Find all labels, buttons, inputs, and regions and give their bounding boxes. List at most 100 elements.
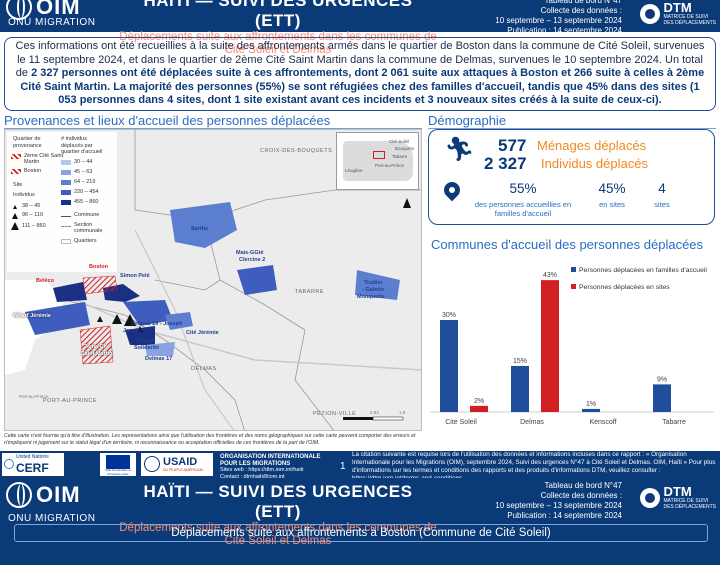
host-area-delmas19 [123, 300, 173, 326]
dtm-sub2-page2: DES DÉPLACEMENTS [663, 504, 716, 510]
site-triangle [124, 314, 136, 326]
commune-border [134, 130, 421, 221]
legend-origin-1: 2ème Cité Saint [24, 153, 64, 159]
legend-commune: Commune [74, 212, 100, 218]
un-emblem-icon [4, 459, 14, 469]
page2-section-bar: Déplacements suite aux affrontements à B… [14, 524, 708, 542]
chart-data-label: 43% [543, 272, 557, 279]
households-label: Ménages déplacés [537, 138, 647, 153]
legend-site-title: Site [13, 182, 23, 188]
legend-label: Personnes déplacées en familles d'accuei… [579, 267, 707, 274]
report-title-block-page2: HAÏTI — SUIVI DES URGENCES (ETT) Déplace… [118, 482, 438, 548]
individuals-label: Individus déplacés [541, 156, 648, 171]
label-croix-des-bouquets: CROIX-DES-BOUQUETS [260, 148, 333, 154]
host-area-delmas17 [145, 342, 175, 356]
host-commune-chart: 30% 2% Cite Soleil 15% 43% Delmas 1% Kenscoff 9%… [426, 252, 718, 436]
eu-flag-icon [106, 455, 130, 469]
commune-border [204, 219, 334, 430]
chart-category-label: Tabarre [662, 419, 686, 426]
displacement-map[interactable]: Quartier de provenance 2ème Cité Saint Ma… [4, 129, 422, 431]
legend-section-b: communale [74, 228, 103, 234]
label-galette: - Galette [362, 287, 385, 293]
host-area-truitier [355, 270, 400, 300]
inset-focus-box [373, 151, 385, 159]
publication-date-page2: Publication : 14 septembre 2024 [507, 511, 622, 520]
triangle-medium-icon [12, 212, 18, 219]
label-delmas: DELMAS [191, 366, 217, 372]
eu-echo-logo: Aide humanitaire et Protection civile [100, 453, 136, 476]
dashboard-number: Tableau de bord N°47 [544, 0, 622, 5]
inset-land [343, 141, 413, 181]
scale-label-1: 0.94 [370, 410, 379, 415]
iom-line-1: ORGANISATION INTERNATIONALE [220, 454, 321, 460]
triangle-large-icon [11, 222, 19, 230]
label-simon-pele: Simon Pelé [120, 273, 150, 279]
legend-choro-3: 64 – 219 [74, 179, 96, 185]
label-sarthe: Sarthe [191, 226, 209, 232]
label-saint-martin-1: 2ème Cité [84, 344, 110, 350]
legend-label: Personnes déplacées en sites [579, 284, 670, 291]
chart-data-label: 9% [657, 376, 667, 383]
chart-bar [470, 405, 488, 412]
legend-choro-title-3: quartier d'accueil [61, 149, 103, 155]
report-meta-page2: Tableau de bord N°47 Collecte des donnée… [495, 481, 622, 521]
individuals-value: 2 327 [484, 154, 527, 173]
iom-contact: ORGANISATION INTERNATIONALE POUR LES MIG… [220, 454, 320, 480]
legend-choro-5: 455 – 860 [74, 199, 99, 205]
legend-origin-2: Boston [24, 168, 42, 174]
map-canvas [5, 130, 421, 430]
commune-border [64, 299, 245, 430]
north-arrow-icon [403, 198, 411, 208]
chart-data-label: 1% [586, 401, 596, 408]
legend-swatch [571, 267, 576, 272]
chart-canvas: 30% 2% Cite Soleil 15% 43% Delmas 1% Kenscoff 9%… [430, 267, 714, 426]
legend-tri-1: 38 – 45 [22, 203, 41, 209]
road [134, 229, 235, 430]
logo-text-page2: OIM [36, 482, 81, 507]
page2-header-band: OIM ONU MIGRATION HAÏTI — SUIVI DES URGE… [0, 478, 720, 565]
iom-line-2: POUR LES MIGRATIONS [220, 460, 291, 467]
quartier-swatch [61, 239, 71, 244]
inset-label-5: Léogâne [345, 168, 363, 173]
label-clercine: Clercine 2 [239, 257, 266, 263]
iom-contact-email[interactable]: Contact : dtmhaiti@iom.int [220, 473, 285, 480]
echo-label: Aide humanitaire et Protection civile [105, 468, 131, 476]
host-family-label-1: des personnes accueillies en [474, 200, 572, 209]
choro-swatch [61, 160, 71, 165]
dtm-name: DTM [663, 0, 692, 15]
inset-label-1: Cité Soleil [389, 139, 410, 144]
logo-subtitle: ONU MIGRATION [8, 17, 96, 28]
legend-choro-1: 30 – 44 [74, 159, 93, 165]
map-section-title: Provenances et lieux d'accueil des perso… [4, 113, 422, 129]
map-disclaimer: Cette carte n'est fournie qu'à titre d'i… [4, 433, 416, 446]
site-triangle [112, 314, 122, 324]
inset-label-4: Port-au-Prince [375, 163, 405, 168]
origin-area-boston [82, 275, 118, 295]
hatch-swatch [11, 169, 21, 174]
road [64, 294, 421, 371]
households-value: 577 [498, 136, 527, 155]
chart-category-label: Cite Soleil [445, 419, 477, 426]
label-boston: Boston [89, 264, 108, 270]
oim-logo-page2: OIM ONU MIGRATION [6, 482, 95, 524]
sites-pct: 45% [598, 181, 626, 196]
intro-text: Ces informations ont été recueillies à l… [15, 40, 705, 80]
un-globe-icon [6, 482, 32, 508]
choro-swatch [61, 200, 71, 205]
section-line-swatch [61, 224, 71, 227]
usaid-logo: USAID DU PEUPLE AMÉRICAIN [141, 453, 213, 476]
label-delmas-17: Delmas 17 [145, 356, 173, 362]
collection-label-page2: Collecte des données : [540, 491, 622, 500]
host-family-pct: 55% [509, 181, 537, 196]
label-village: Village [136, 338, 154, 344]
legend-choro-2: 45 – 63 [74, 169, 93, 175]
dtm-sub1-page2: MATRICE DE SUIVI [663, 498, 709, 504]
label-solidarite: Solidarité [134, 345, 160, 351]
legend-origin-title-2: provenance [13, 142, 42, 149]
legend-section: Section [74, 222, 93, 228]
host-area-wharf [25, 302, 90, 335]
label-wharf-jeremie: Wharf Jérémie [13, 313, 51, 319]
location-pin-icon [440, 178, 464, 202]
scale-bar [343, 417, 373, 420]
iom-website[interactable]: Sites web : https://dtm.iom.int/haiti [220, 467, 304, 473]
